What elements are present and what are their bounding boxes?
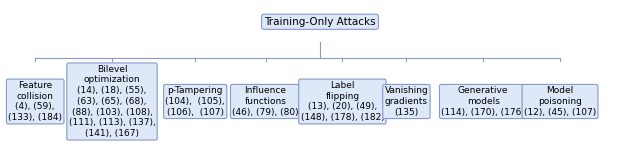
Text: Feature
collision
(4), (59),
(133), (184): Feature collision (4), (59), (133), (184… — [8, 81, 62, 122]
Text: Training-Only Attacks: Training-Only Attacks — [264, 17, 376, 27]
Text: Model
poisoning
(12), (45), (107): Model poisoning (12), (45), (107) — [524, 86, 596, 117]
Text: Bilevel
optimization
(14), (18), (55),
(63), (65), (68),
(88), (103), (108),
(11: Bilevel optimization (14), (18), (55), (… — [68, 65, 156, 138]
Text: Generative
models
(114), (170), (176): Generative models (114), (170), (176) — [441, 86, 525, 117]
Text: Influence
functions
(46), (79), (80): Influence functions (46), (79), (80) — [232, 86, 299, 117]
Text: p-Tampering
(104),  (105),
(106),  (107): p-Tampering (104), (105), (106), (107) — [165, 86, 225, 117]
Text: Vanishing
gradients
(135): Vanishing gradients (135) — [385, 86, 428, 117]
Text: Label
flipping
(13), (20), (49),
(148), (178), (182): Label flipping (13), (20), (49), (148), … — [301, 81, 384, 122]
